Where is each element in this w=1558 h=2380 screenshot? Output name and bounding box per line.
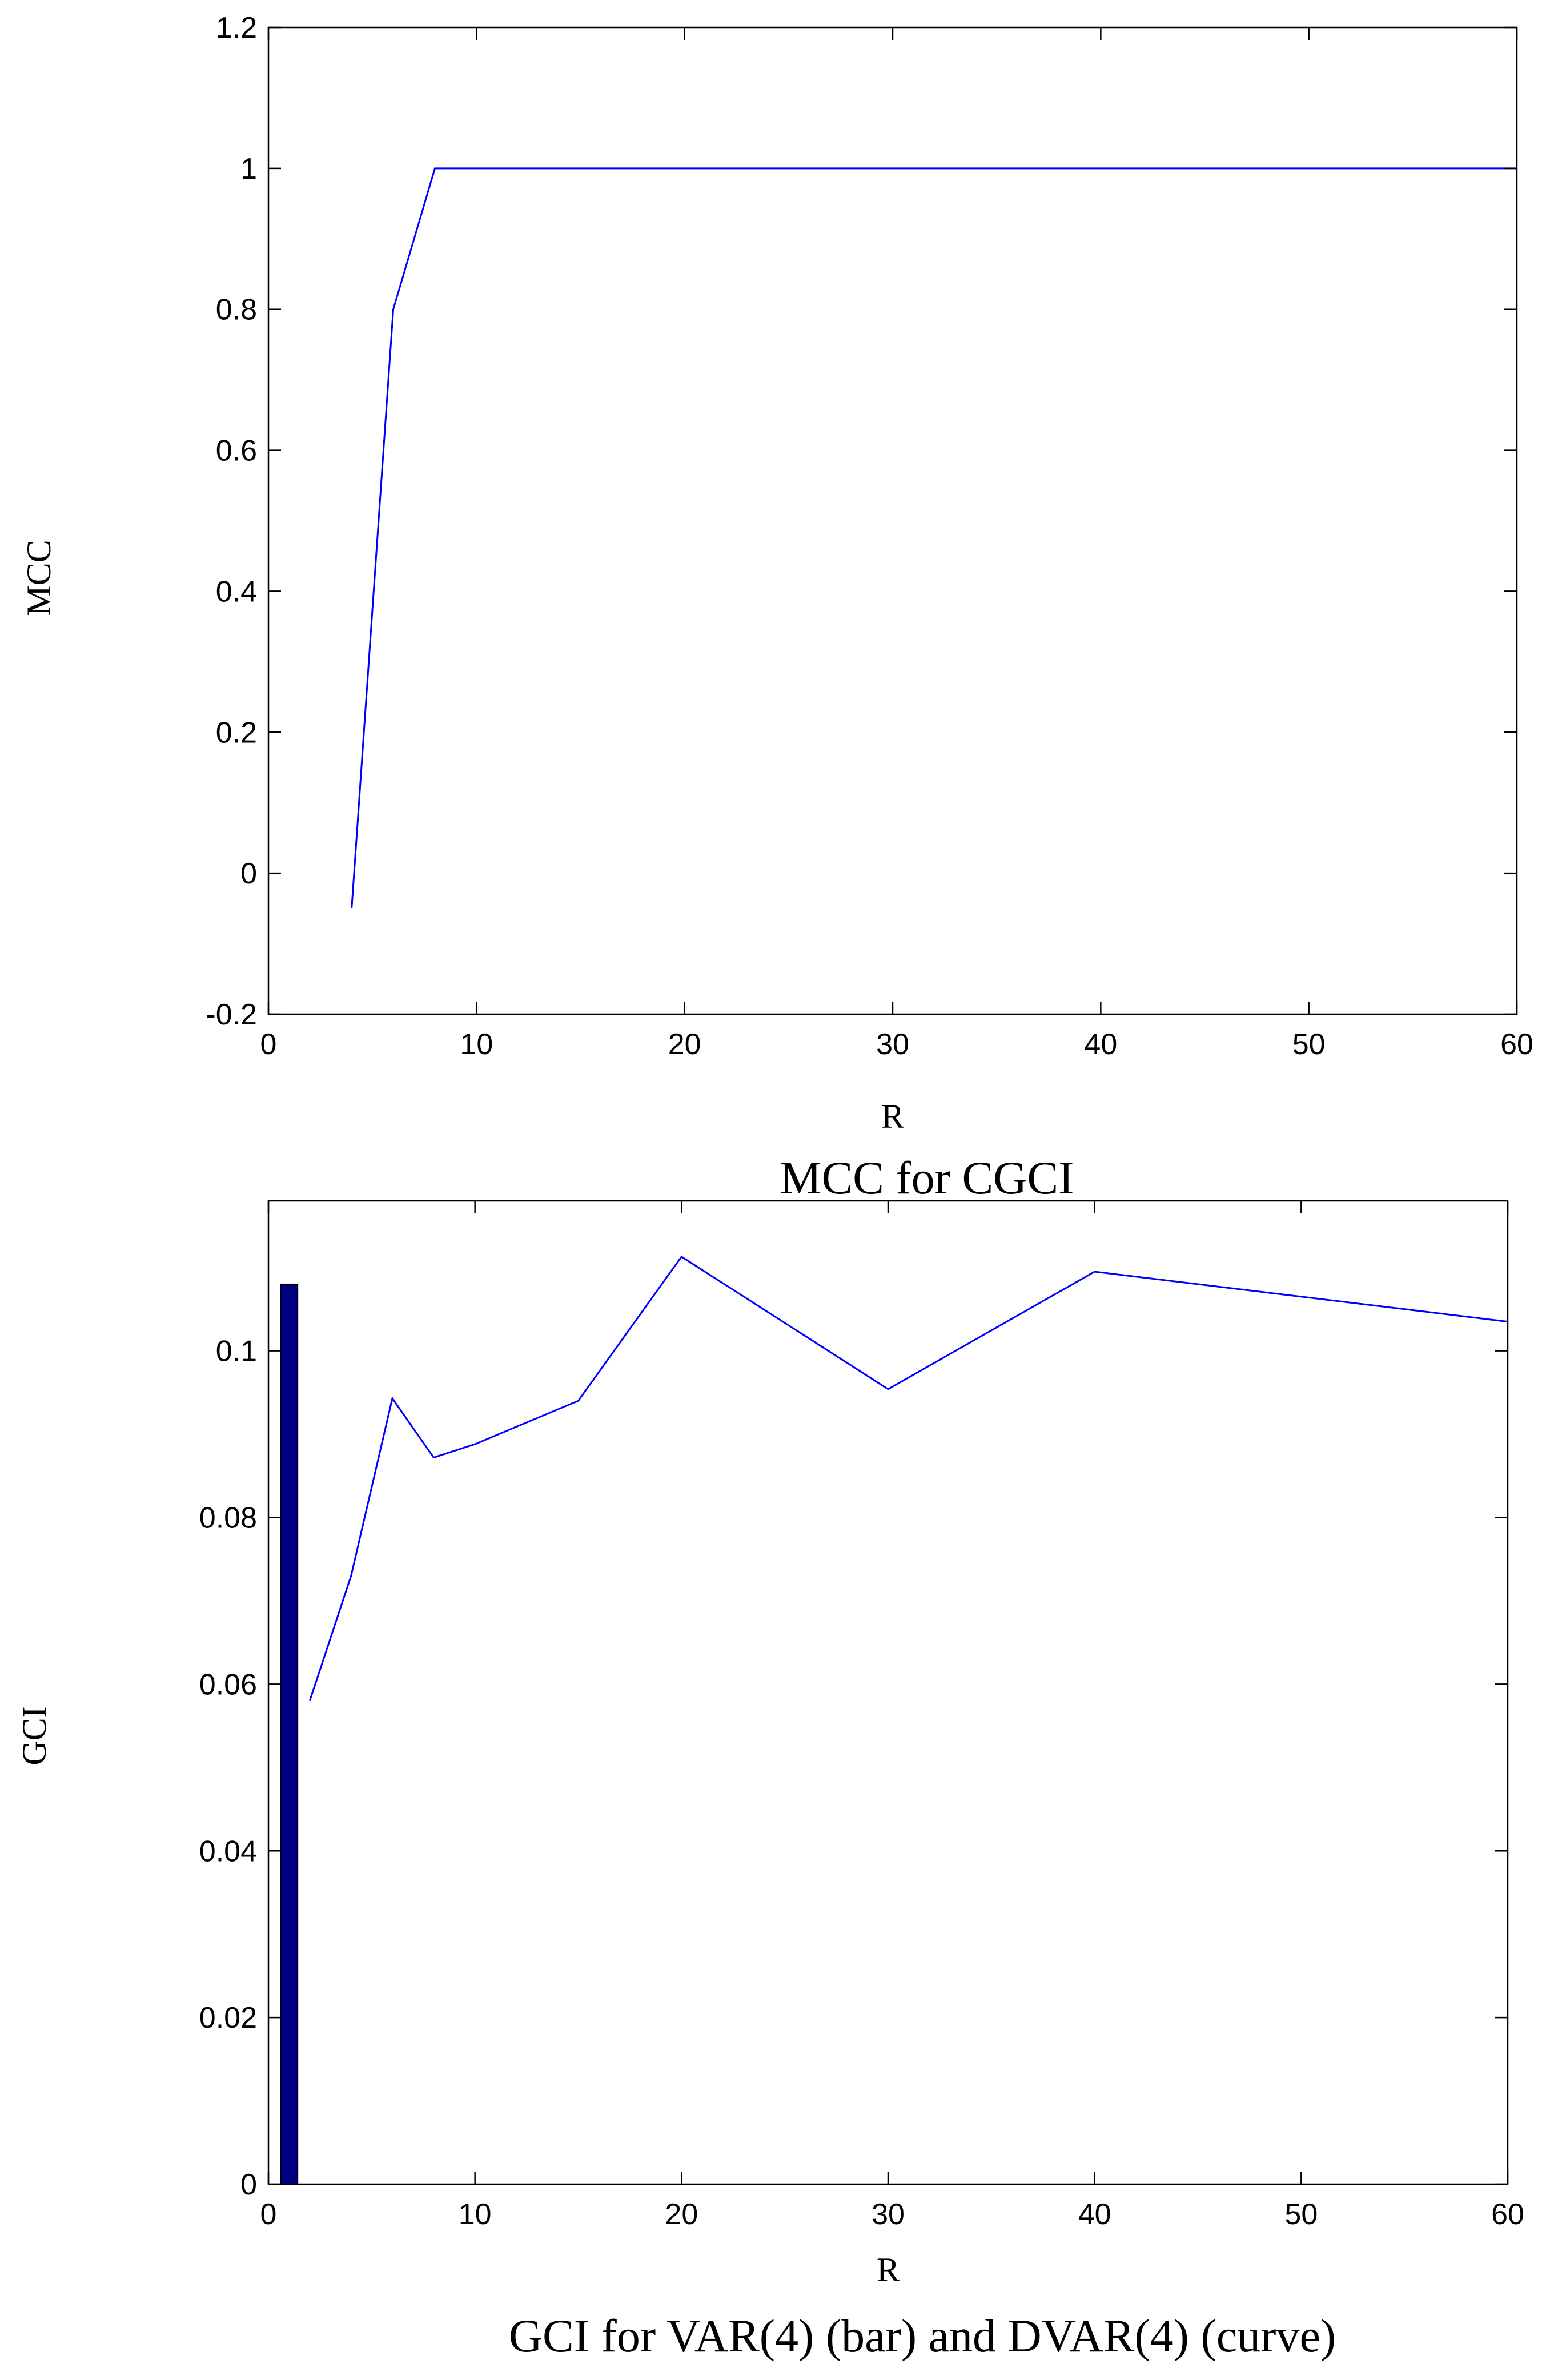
mcc-chart-panel: 0 10 20 30 40 50 60 -0.200.20.40.60.811.2 R MC… [20, 11, 1533, 1204]
mcc-y-tick-label: 0.8 [216, 294, 257, 327]
gci-x-tick-label: 0 [260, 2198, 277, 2231]
mcc-y-tick-label: 0.6 [216, 435, 257, 468]
mcc-x-tick-label: 10 [460, 1028, 493, 1061]
mcc-y-axis: -0.2 0 0.2 0.4 0.6 0.8 1 1.2 [206, 11, 1517, 1031]
gci-x-axis: 0 10 20 30 40 50 60 [260, 1201, 1524, 2231]
mcc-chart-caption: MCC for CGCI [780, 1152, 1074, 1204]
mcc-y-tick-label: 0.4 [216, 575, 257, 608]
gci-y-tick-label: 0 [240, 2168, 257, 2201]
mcc-x-tick-label: 30 [876, 1028, 909, 1061]
gci-x-tick-label: 40 [1078, 2198, 1111, 2231]
mcc-y-axis-title: MCC [20, 540, 58, 616]
gci-plot-area [267, 1200, 1509, 2185]
gci-y-tick-label: 0.02 [199, 2001, 257, 2035]
gci-y-tick-label: 0.1 [216, 1335, 257, 1368]
gci-x-axis-title: R [877, 2251, 900, 2289]
gci-y-axis: 0 0.02 0.04 0.06 0.08 0.1 [199, 1335, 1508, 2201]
mcc-series-line-0 [351, 167, 1517, 909]
gci-y-tick-label: 0.06 [199, 1668, 257, 1701]
mcc-x-axis: 0 10 20 30 40 50 60 [260, 27, 1533, 1061]
gci-x-tick-label: 20 [665, 2198, 698, 2231]
gci-x-tick-label: 30 [872, 2198, 905, 2231]
mcc-plot-frame [267, 26, 1518, 1015]
mcc-x-tick-label: 0 [260, 1028, 277, 1061]
gci-chart-panel: 0 10 20 30 40 50 60 0 0.02 0.04 0.06 0.08 0.1 R GCI… [15, 1200, 1524, 2362]
mcc-x-tick-label: 40 [1084, 1028, 1117, 1061]
mcc-x-tick-label: 20 [668, 1028, 701, 1061]
mcc-x-tick-label: 60 [1500, 1028, 1533, 1061]
mcc-x-axis-title: R [881, 1097, 904, 1135]
mcc-y-tick-label: 1.2 [216, 11, 257, 45]
gci-bar [280, 1283, 299, 2185]
mcc-y-tick-label: -0.2 [206, 998, 257, 1031]
mcc-y-tick-label: 1 [240, 152, 257, 186]
gci-plot-frame [267, 1200, 1509, 2185]
mcc-y-tick-label: 0 [240, 857, 257, 890]
gci-y-axis-title: GCI [15, 1706, 53, 1765]
gci-x-tick-label: 50 [1284, 2198, 1318, 2231]
gci-y-tick-label: 0.08 [199, 1502, 257, 1535]
gci-x-tick-label: 60 [1491, 2198, 1524, 2231]
gci-x-tick-label: 10 [459, 2198, 492, 2231]
mcc-y-tick-label: 0.2 [216, 716, 257, 749]
mcc-x-tick-label: 50 [1292, 1028, 1326, 1061]
gci-series-line-0 [308, 1255, 1508, 1702]
gci-chart-caption: GCI for VAR(4) (bar) and DVAR(4) (curve) [509, 2310, 1336, 2362]
mcc-plot-area [267, 26, 1518, 1015]
gci-y-tick-label: 0.04 [199, 1835, 257, 1868]
